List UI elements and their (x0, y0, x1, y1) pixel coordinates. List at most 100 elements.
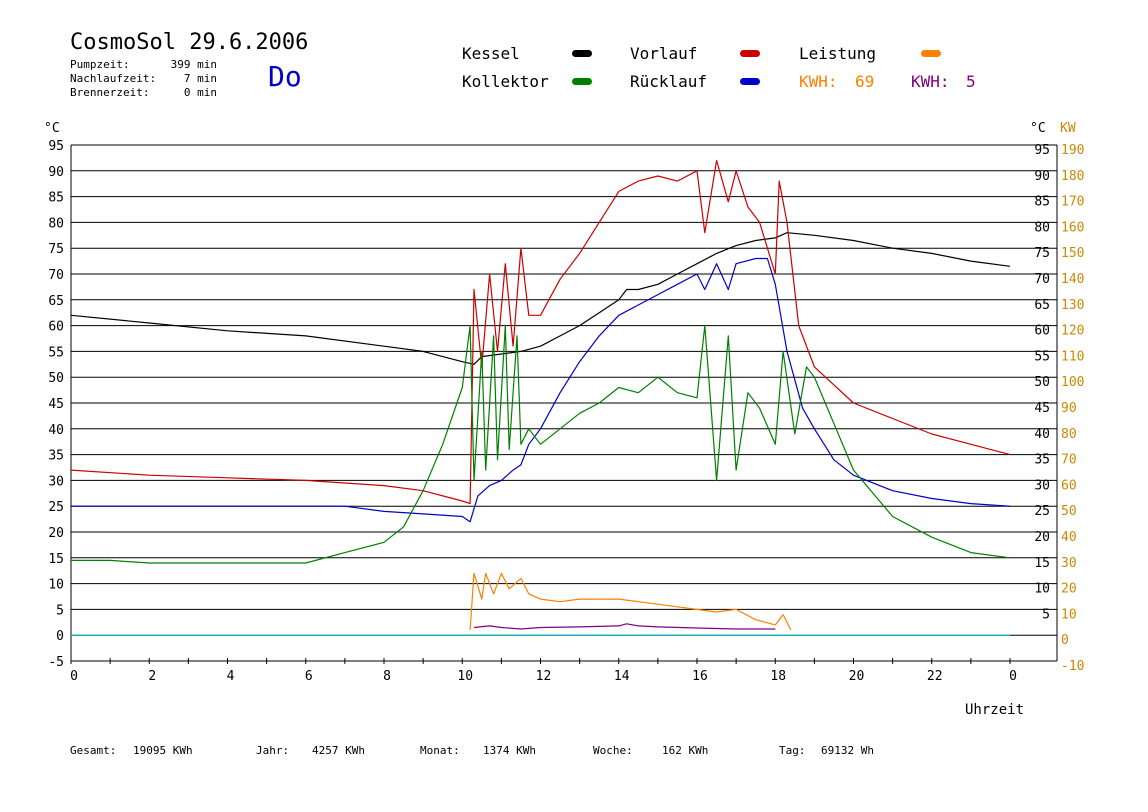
x-tick: 22 (927, 669, 943, 684)
y-tick-left: 90 (48, 165, 64, 180)
y-tick-right: 80 (1034, 220, 1050, 235)
series-kollektor (71, 325, 1011, 564)
y-tick-left: 75 (48, 242, 64, 257)
x-tick: 4 (227, 669, 235, 684)
footer-woche-value: 162 KWh (662, 744, 709, 757)
series-kwh-5 (473, 623, 776, 630)
y-tick-right: 35 (1034, 453, 1050, 468)
x-tick: 12 (536, 669, 552, 684)
x-axis-label: Uhrzeit (965, 702, 1024, 718)
y-tick-right: 90 (1034, 169, 1050, 184)
x-tick: 2 (148, 669, 156, 684)
y-tick-left: 0 (56, 629, 64, 644)
y-tick-right2: 140 (1061, 272, 1084, 287)
y-tick-left: 50 (48, 371, 64, 386)
y-tick-left: 95 (48, 139, 64, 154)
y-tick-left: 25 (48, 500, 64, 515)
y-tick-left: 10 (48, 578, 64, 593)
y-tick-right2: -10 (1061, 659, 1084, 674)
footer-jahr-label: Jahr: (256, 744, 290, 757)
legend-kollektor-swatch (572, 78, 592, 85)
y-tick-left: 30 (48, 474, 64, 489)
footer-gesamt-value: 19095 KWh (133, 744, 193, 757)
footer-gesamt-label: Gesamt: (70, 744, 117, 757)
y-tick-right: 40 (1034, 427, 1050, 442)
y-tick-right2: 190 (1061, 143, 1084, 158)
y-tick-left: 5 (56, 603, 64, 618)
y-tick-right: 60 (1034, 324, 1050, 339)
footer-tag-value: 69132 Wh (821, 744, 874, 757)
weekday-label: Do (268, 60, 302, 93)
legend-kollektor-label: Kollektor (462, 72, 549, 91)
y-tick-right2: 90 (1061, 401, 1077, 416)
x-tick: 0 (70, 669, 78, 684)
grid-lines (70, 144, 1058, 662)
stat-nachlaufzeit-label: Nachlaufzeit: (70, 72, 157, 85)
y-tick-left: 80 (48, 216, 64, 231)
chart-title: CosmoSol 29.6.2006 (70, 30, 309, 55)
y-tick-left: 60 (48, 320, 64, 335)
y-tick-right: 75 (1034, 246, 1050, 261)
y-tick-right2: 0 (1061, 633, 1069, 648)
x-tick: 0 (1009, 669, 1017, 684)
legend-ruecklauf-swatch (740, 78, 760, 85)
y-tick-right: 25 (1034, 504, 1050, 519)
legend-kwh1-value: 69 (855, 72, 875, 91)
y-tick-left: -5 (48, 655, 64, 670)
y-tick-right: 10 (1034, 582, 1050, 597)
y-tick-right2: 170 (1061, 195, 1084, 210)
legend-kessel-label: Kessel (462, 44, 520, 63)
y-tick-right2: 180 (1061, 169, 1084, 184)
y-tick-right2: 160 (1061, 220, 1084, 235)
y-axis-right2-unit: KW (1060, 121, 1076, 136)
y-tick-left: 85 (48, 191, 64, 206)
y-tick-left: 20 (48, 526, 64, 541)
y-tick-right: 55 (1034, 349, 1050, 364)
y-tick-right: 95 (1034, 143, 1050, 158)
legend-leistung-label: Leistung (799, 44, 877, 63)
legend-kessel-swatch (572, 50, 592, 57)
y-tick-left: 40 (48, 423, 64, 438)
y-axis-left-unit: °C (44, 121, 60, 136)
y-tick-left: 70 (48, 268, 64, 283)
x-tick: 10 (457, 669, 473, 684)
legend-ruecklauf-label: Rücklauf (630, 72, 708, 91)
y-tick-right2: 10 (1061, 607, 1077, 622)
series-r-cklauf (71, 257, 1011, 523)
y-tick-left: 65 (48, 294, 64, 309)
y-tick-right: 15 (1034, 556, 1050, 571)
x-tick: 16 (692, 669, 708, 684)
y-tick-right2: 30 (1061, 556, 1077, 571)
stat-brennerzeit-label: Brennerzeit: (70, 86, 150, 99)
x-tick: 20 (849, 669, 865, 684)
y-tick-right2: 110 (1061, 349, 1084, 364)
stat-nachlaufzeit-value: 7 min (183, 72, 217, 85)
y-tick-right2: 80 (1061, 427, 1077, 442)
footer-woche-label: Woche: (593, 744, 633, 757)
legend-vorlauf-label: Vorlauf (630, 44, 698, 63)
y-tick-left: 45 (48, 397, 64, 412)
footer-monat-value: 1374 KWh (483, 744, 536, 757)
axis-ticks: 95908580757065605550454035302520151050-5… (48, 139, 1084, 684)
footer-tag-label: Tag: (779, 744, 806, 757)
footer-jahr-value: 4257 KWh (312, 744, 365, 757)
y-tick-right: 85 (1034, 195, 1050, 210)
y-tick-right2: 100 (1061, 375, 1084, 390)
y-tick-right: 5 (1042, 607, 1050, 622)
y-tick-right2: 70 (1061, 453, 1077, 468)
y-tick-right: 50 (1034, 375, 1050, 390)
legend-vorlauf-swatch (740, 50, 760, 57)
series-kessel (70, 232, 1011, 365)
y-tick-right: 65 (1034, 298, 1050, 313)
series-vorlauf (70, 159, 1011, 505)
x-tick: 18 (770, 669, 786, 684)
y-axis-right-unit: °C (1030, 121, 1046, 136)
y-tick-left: 35 (48, 449, 64, 464)
y-tick-right: 45 (1034, 401, 1050, 416)
series-leistung (469, 572, 792, 631)
legend-kwh2-label: KWH: (911, 72, 950, 91)
x-tick: 6 (305, 669, 313, 684)
x-tick: 14 (614, 669, 630, 684)
y-tick-right2: 20 (1061, 582, 1077, 597)
